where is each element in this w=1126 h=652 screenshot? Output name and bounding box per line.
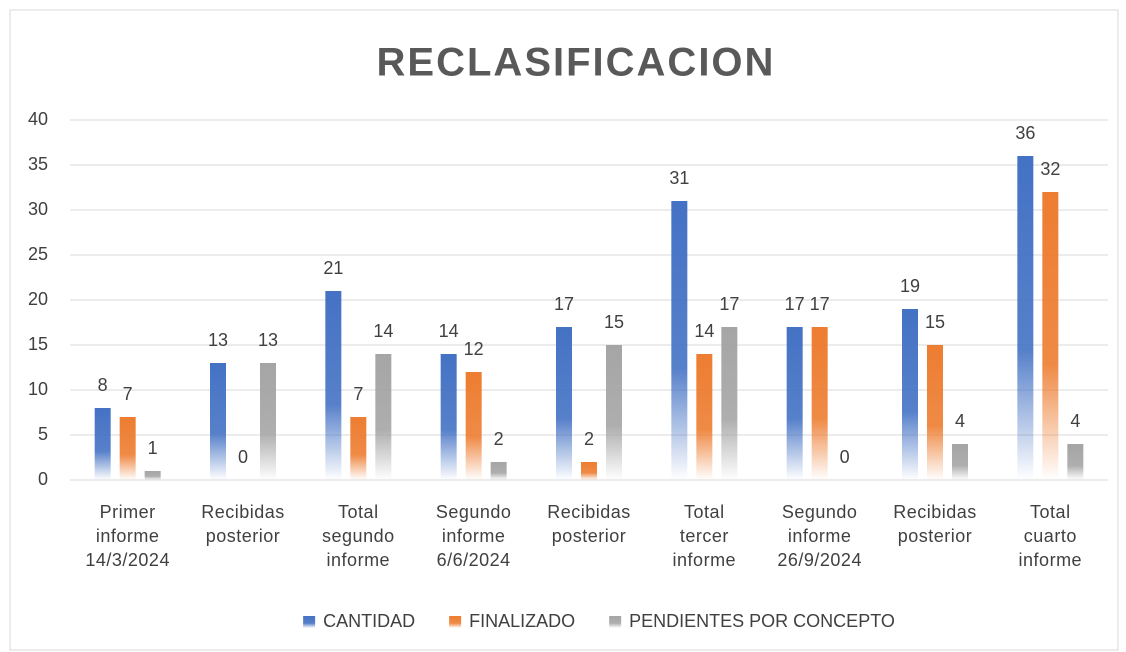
data-label: 17 xyxy=(810,294,830,314)
x-tick-label: Segundo informe 26/9/2024 xyxy=(777,502,862,570)
x-tick-label-box: Total segundo informe xyxy=(322,502,395,570)
bar xyxy=(721,327,738,480)
data-label: 21 xyxy=(323,258,343,278)
x-tick-label: Total segundo informe xyxy=(322,502,395,570)
bar xyxy=(210,363,226,480)
legend-label: FINALIZADO xyxy=(469,611,575,631)
data-label: 14 xyxy=(439,321,459,341)
bar xyxy=(260,363,276,480)
bar xyxy=(696,354,713,480)
data-label: 13 xyxy=(258,330,278,350)
legend-swatch xyxy=(609,616,622,628)
data-label: 14 xyxy=(373,321,393,341)
data-label: 17 xyxy=(719,294,739,314)
x-tick-label: Total tercer informe xyxy=(672,502,737,570)
data-label: 31 xyxy=(669,168,689,188)
data-label: 17 xyxy=(785,294,805,314)
legend-label: PENDIENTES POR CONCEPTO xyxy=(629,611,895,631)
bar xyxy=(490,462,507,480)
chart-title: RECLASIFICACION xyxy=(377,41,776,85)
x-tick-label-box: Total tercer informe xyxy=(672,502,737,570)
legend-label: CANTIDAD xyxy=(323,611,415,631)
bar xyxy=(1017,156,1034,480)
x-tick-label: Recibidas posterior xyxy=(893,502,977,546)
data-label: 15 xyxy=(925,312,945,332)
bar xyxy=(811,327,828,480)
y-tick-label: 15 xyxy=(28,334,48,354)
data-label: 4 xyxy=(1070,411,1080,431)
bar xyxy=(606,345,622,480)
y-tick-label: 35 xyxy=(28,154,48,174)
data-label: 36 xyxy=(1015,123,1035,143)
bar xyxy=(1042,192,1059,480)
x-tick-label-box: Segundo informe 6/6/2024 xyxy=(435,502,512,570)
data-label: 12 xyxy=(464,339,484,359)
data-label: 8 xyxy=(98,375,108,395)
bar xyxy=(786,327,803,480)
legend-swatch xyxy=(449,616,462,628)
x-tick-label-box: Recibidas posterior xyxy=(547,502,631,546)
bar xyxy=(144,471,161,480)
data-label: 32 xyxy=(1040,159,1060,179)
bar xyxy=(94,408,111,480)
bar xyxy=(325,291,342,480)
x-tick-label-box: Total cuarto informe xyxy=(1018,502,1083,570)
x-tick-label-box: Recibidas posterior xyxy=(893,502,977,546)
data-label: 17 xyxy=(554,294,574,314)
data-label: 7 xyxy=(353,384,363,404)
bar xyxy=(119,417,136,480)
legend-swatch xyxy=(303,616,316,628)
bar xyxy=(927,345,943,480)
y-tick-label: 5 xyxy=(38,424,48,444)
x-tick-label-box: Primer informe 14/3/2024 xyxy=(85,502,170,570)
y-tick-label: 10 xyxy=(28,379,48,399)
data-label: 15 xyxy=(604,312,624,332)
bar xyxy=(375,354,392,480)
data-label: 4 xyxy=(955,411,965,431)
bar xyxy=(440,354,457,480)
y-tick-label: 20 xyxy=(28,289,48,309)
y-tick-label: 30 xyxy=(28,199,48,219)
bar xyxy=(581,462,597,480)
x-tick-label: Primer informe 14/3/2024 xyxy=(85,502,170,570)
data-label: 14 xyxy=(694,321,714,341)
bar xyxy=(350,417,367,480)
x-tick-label: Recibidas posterior xyxy=(547,502,631,546)
y-tick-label: 25 xyxy=(28,244,48,264)
bar xyxy=(465,372,482,480)
bar xyxy=(952,444,968,480)
data-label: 2 xyxy=(494,429,504,449)
bar xyxy=(671,201,688,480)
bar xyxy=(902,309,918,480)
data-label: 13 xyxy=(208,330,228,350)
data-label: 0 xyxy=(238,447,248,467)
data-label: 19 xyxy=(900,276,920,296)
data-label: 0 xyxy=(840,447,850,467)
x-tick-label: Recibidas posterior xyxy=(201,502,285,546)
y-tick-label: 40 xyxy=(28,109,48,129)
data-label: 2 xyxy=(584,429,594,449)
x-tick-label-box: Recibidas posterior xyxy=(201,502,285,546)
y-tick-label: 0 xyxy=(38,469,48,489)
data-label: 7 xyxy=(123,384,133,404)
bar xyxy=(1067,444,1084,480)
x-tick-label-box: Segundo informe 26/9/2024 xyxy=(777,502,862,570)
data-label: 1 xyxy=(148,438,158,458)
x-tick-label: Total cuarto informe xyxy=(1018,502,1083,570)
x-tick-label: Segundo informe 6/6/2024 xyxy=(435,502,512,570)
bar xyxy=(556,327,572,480)
